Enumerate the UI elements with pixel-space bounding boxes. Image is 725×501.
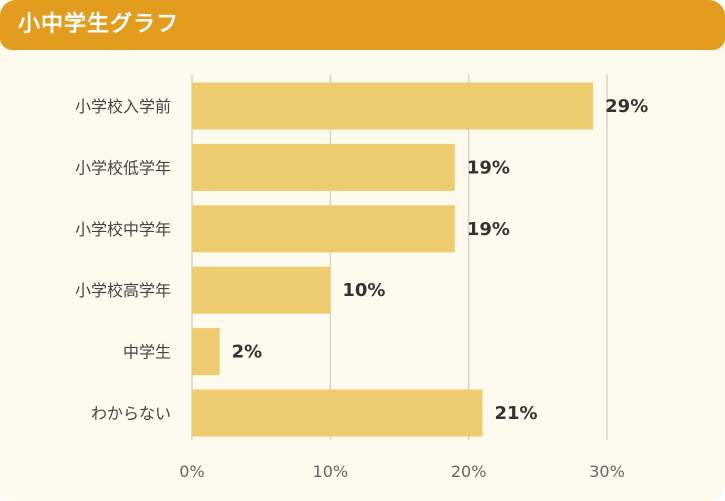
x-tick-label: 10% <box>313 462 349 481</box>
data-label: 21% <box>495 403 538 424</box>
category-label: 小学校中学年 <box>75 220 171 239</box>
bar <box>192 205 455 253</box>
category-label: 小学校高学年 <box>75 281 171 300</box>
bar <box>192 82 594 130</box>
category-label: 小学校低学年 <box>75 158 171 177</box>
bar <box>192 143 455 191</box>
bar <box>192 389 483 437</box>
category-label: 小学校入学前 <box>75 97 171 116</box>
category-label: わからない <box>91 404 171 423</box>
category-label: 中学生 <box>123 343 171 362</box>
data-label: 29% <box>605 96 648 117</box>
data-label: 10% <box>342 280 385 301</box>
x-tick-label: 0% <box>179 462 204 481</box>
chart-title: 小中学生グラフ <box>18 12 180 37</box>
bar <box>192 328 220 376</box>
data-label: 19% <box>467 219 510 240</box>
chart-header: 小中学生グラフ <box>0 0 725 50</box>
data-label: 19% <box>467 157 510 178</box>
data-label: 2% <box>232 342 263 363</box>
x-tick-label: 30% <box>589 462 625 481</box>
x-tick-label: 20% <box>451 462 487 481</box>
bar <box>192 266 331 314</box>
